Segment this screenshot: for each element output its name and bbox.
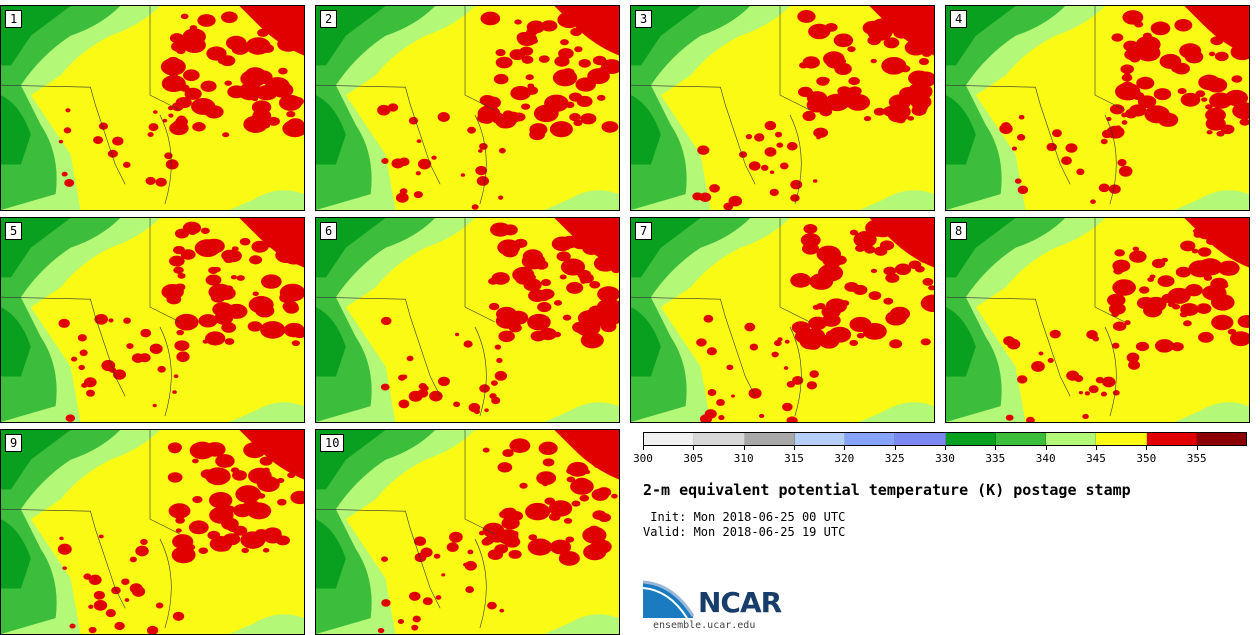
init-time: Init: Mon 2018-06-25 00 UTC <box>643 510 846 524</box>
ensemble-member-panel: 7 <box>630 217 935 423</box>
ensemble-member-panel: 2 <box>315 5 620 211</box>
theta-e-map <box>316 430 619 634</box>
theta-e-map <box>1 218 304 422</box>
colorbar-tick-mark <box>1146 446 1148 450</box>
ensemble-member-panel: 9 <box>0 429 305 635</box>
colorbar-segment <box>794 433 845 445</box>
colorbar-segment <box>895 433 946 445</box>
colorbar-tick-label: 340 <box>1035 452 1056 465</box>
colorbar-tick-mark <box>1045 446 1047 450</box>
colorbar-segment <box>1046 433 1097 445</box>
valid-time: Valid: Mon 2018-06-25 19 UTC <box>643 525 846 539</box>
colorbar-tick-label: 345 <box>1086 452 1106 465</box>
colorbar-tick-label: 325 <box>884 452 905 465</box>
theta-e-map <box>316 218 619 422</box>
ensemble-member-panel: 1 <box>0 5 305 211</box>
theta-e-map <box>946 218 1249 422</box>
colorbar-tick-label: 330 <box>935 452 955 465</box>
colorbar-segment <box>1196 433 1246 445</box>
ensemble-member-panel: 3 <box>630 5 935 211</box>
colorbar-tick-mark <box>693 446 695 450</box>
colorbar-segment <box>845 433 896 445</box>
panel-label: 10 <box>320 434 345 452</box>
colorbar-segment <box>995 433 1046 445</box>
ncar-wordmark: NCAR <box>698 586 782 619</box>
colorbar-tick-label: 335 <box>985 452 1006 465</box>
ncar-swoosh-icon <box>642 580 695 619</box>
colorbar-tick-mark <box>1196 446 1198 450</box>
ensemble-member-panel: 6 <box>315 217 620 423</box>
colorbar <box>643 432 1247 446</box>
panel-label: 8 <box>950 222 968 240</box>
colorbar-tick-mark <box>794 446 795 450</box>
panel-label: 3 <box>635 10 653 28</box>
colorbar-segment <box>945 433 996 445</box>
colorbar-ticks: 300 305 310 315 320 325 330 335 340 345 350 355 <box>633 446 1247 468</box>
theta-e-map <box>1 430 304 634</box>
colorbar-tick-label: 310 <box>733 452 754 465</box>
colorbar-tick-mark <box>844 446 846 450</box>
colorbar-tick-label: 315 <box>784 452 804 465</box>
colorbar-tick-mark <box>894 446 896 450</box>
ensemble-member-panel: 8 <box>945 217 1250 423</box>
colorbar-segment <box>1146 433 1197 445</box>
colorbar-tick-label: 350 <box>1136 452 1157 465</box>
colorbar-tick-label: 305 <box>683 452 704 465</box>
colorbar-tick-label: 355 <box>1186 452 1207 465</box>
theta-e-map <box>316 6 619 210</box>
panel-label: 9 <box>5 434 23 452</box>
panel-label: 5 <box>5 222 23 240</box>
colorbar-tick-label: 300 <box>633 452 653 465</box>
theta-e-map <box>1 6 304 210</box>
panel-label: 7 <box>635 222 653 240</box>
panel-label: 1 <box>5 10 23 28</box>
colorbar-tick-mark <box>945 446 946 450</box>
colorbar-tick-mark <box>1096 446 1097 450</box>
figure-title: 2-m equivalent potential temperature (K)… <box>643 481 1131 499</box>
panel-label: 2 <box>320 10 338 28</box>
ncar-logo: NCAR ensemble.ucar.edu <box>642 578 803 634</box>
panel-label: 6 <box>320 222 338 240</box>
panel-label: 4 <box>950 10 968 28</box>
ensemble-member-panel: 10 <box>315 429 620 635</box>
colorbar-tick-mark <box>995 446 997 450</box>
colorbar-segment <box>694 433 745 445</box>
ensemble-member-panel: 4 <box>945 5 1250 211</box>
colorbar-tick-mark <box>743 446 745 450</box>
ensemble-member-panel: 5 <box>0 217 305 423</box>
logo-url: ensemble.ucar.edu <box>653 620 756 631</box>
colorbar-tick-label: 320 <box>834 452 855 465</box>
colorbar-segment <box>644 433 695 445</box>
colorbar-segment <box>744 433 795 445</box>
colorbar-segment <box>1096 433 1147 445</box>
theta-e-map <box>631 6 934 210</box>
colorbar-tick-mark <box>643 446 644 450</box>
theta-e-map <box>946 6 1249 210</box>
theta-e-map <box>631 218 934 422</box>
